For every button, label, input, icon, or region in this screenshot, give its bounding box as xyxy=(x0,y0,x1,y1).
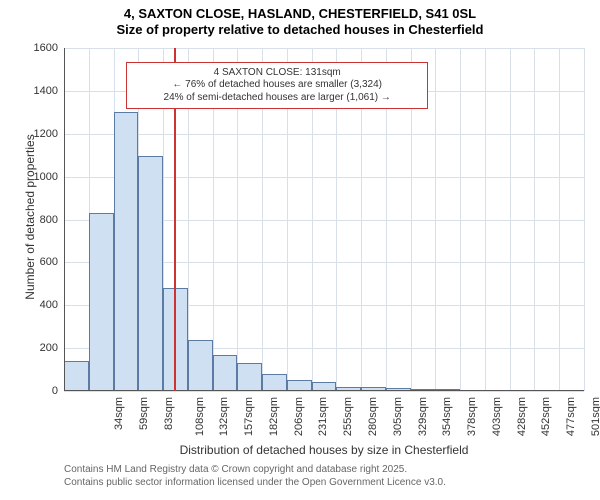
y-gridline xyxy=(64,134,584,135)
x-gridline xyxy=(485,48,486,391)
x-gridline xyxy=(510,48,511,391)
x-tick-label: 132sqm xyxy=(219,397,231,436)
y-tick-label: 1200 xyxy=(18,128,58,140)
x-tick-label: 378sqm xyxy=(466,397,478,436)
x-gridline xyxy=(584,48,585,391)
attribution-line-2: Contains public sector information licen… xyxy=(64,476,446,489)
x-tick-label: 59sqm xyxy=(138,397,150,430)
y-axis-line xyxy=(64,48,65,391)
x-tick-label: 452sqm xyxy=(540,397,552,436)
x-tick-label: 428sqm xyxy=(516,397,528,436)
x-gridline xyxy=(534,48,535,391)
y-tick-label: 1400 xyxy=(18,85,58,97)
x-tick-label: 501sqm xyxy=(590,397,600,436)
page-title: 4, SAXTON CLOSE, HASLAND, CHESTERFIELD, … xyxy=(0,0,600,22)
x-tick-label: 329sqm xyxy=(417,397,429,436)
x-tick-label: 34sqm xyxy=(113,397,125,430)
callout-line-2: ← 76% of detached houses are smaller (3,… xyxy=(133,79,421,92)
histogram-bar xyxy=(262,374,287,391)
chart-container: 4, SAXTON CLOSE, HASLAND, CHESTERFIELD, … xyxy=(0,0,600,500)
x-gridline xyxy=(559,48,560,391)
callout-line-3: 24% of semi-detached houses are larger (… xyxy=(133,92,421,105)
histogram-bar xyxy=(138,156,163,391)
x-tick-label: 157sqm xyxy=(243,397,255,436)
y-tick-label: 800 xyxy=(18,214,58,226)
histogram-bar xyxy=(64,361,89,391)
x-tick-label: 182sqm xyxy=(268,397,280,436)
y-tick-label: 200 xyxy=(18,342,58,354)
histogram-bar xyxy=(213,355,238,391)
x-tick-label: 477sqm xyxy=(565,397,577,436)
attribution: Contains HM Land Registry data © Crown c… xyxy=(64,463,446,489)
x-axis-title: Distribution of detached houses by size … xyxy=(64,443,584,457)
histogram-bar xyxy=(237,363,262,391)
x-tick-label: 108sqm xyxy=(194,397,206,436)
x-tick-label: 231sqm xyxy=(318,397,330,436)
attribution-line-1: Contains HM Land Registry data © Crown c… xyxy=(64,463,446,476)
histogram-bar xyxy=(114,112,139,391)
y-tick-label: 1000 xyxy=(18,171,58,183)
y-gridline xyxy=(64,391,584,392)
callout-box: 4 SAXTON CLOSE: 131sqm← 76% of detached … xyxy=(126,62,428,110)
y-tick-label: 1600 xyxy=(18,42,58,54)
histogram-bar xyxy=(89,213,114,391)
x-tick-label: 354sqm xyxy=(441,397,453,436)
histogram-bar xyxy=(188,340,213,391)
x-gridline xyxy=(460,48,461,391)
x-tick-label: 403sqm xyxy=(491,397,503,436)
x-tick-label: 206sqm xyxy=(293,397,305,436)
x-tick-label: 305sqm xyxy=(392,397,404,436)
plot-area: 4 SAXTON CLOSE: 131sqm← 76% of detached … xyxy=(64,48,584,391)
x-tick-label: 83sqm xyxy=(163,397,175,430)
x-gridline xyxy=(435,48,436,391)
x-axis-line xyxy=(64,390,584,391)
y-tick-label: 400 xyxy=(18,299,58,311)
y-tick-label: 600 xyxy=(18,256,58,268)
y-gridline xyxy=(64,48,584,49)
page-subtitle: Size of property relative to detached ho… xyxy=(0,22,600,38)
x-tick-label: 255sqm xyxy=(342,397,354,436)
callout-line-1: 4 SAXTON CLOSE: 131sqm xyxy=(133,67,421,80)
x-tick-label: 280sqm xyxy=(367,397,379,436)
y-tick-label: 0 xyxy=(18,385,58,397)
